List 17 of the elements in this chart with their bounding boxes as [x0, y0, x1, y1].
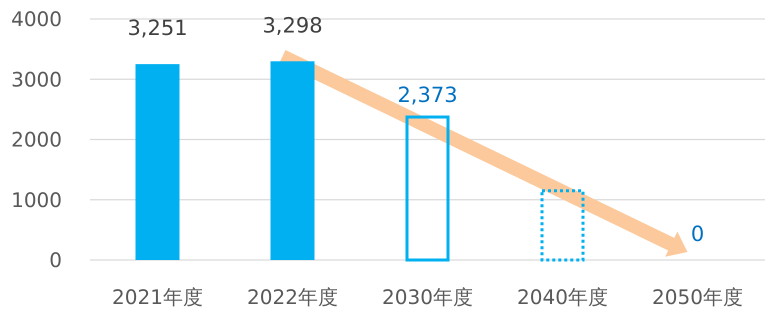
x-tick-label: 2040年度 — [517, 285, 608, 309]
y-tick-label: 4000 — [11, 7, 62, 31]
x-tick-label: 2050年度 — [652, 285, 743, 309]
bar — [406, 116, 450, 262]
bar — [136, 64, 180, 260]
data-label: 3,298 — [262, 13, 323, 38]
series: 0 — [690, 222, 704, 246]
y-tick-label: 0 — [49, 248, 62, 272]
data-label: 3,251 — [127, 16, 188, 40]
x-tick-label: 2030年度 — [382, 285, 473, 309]
y-tick-label: 3000 — [11, 67, 62, 92]
x-tick-label: 2021年度 — [112, 285, 203, 309]
x-tick-label: 2022年度 — [247, 285, 338, 309]
y-tick-label: 1000 — [11, 188, 62, 212]
bar — [270, 61, 314, 260]
data-label: 2,373 — [397, 83, 458, 108]
y-tick-label: 2000 — [11, 128, 62, 152]
